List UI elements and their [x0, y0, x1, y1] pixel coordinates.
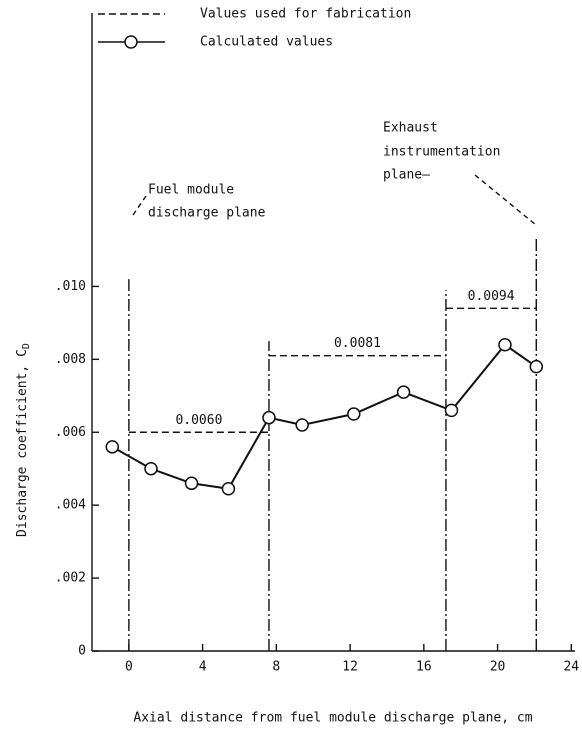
- annotation: instrumentation: [383, 145, 500, 160]
- data-point: [144, 461, 158, 476]
- y-axis-title: Discharge coefficient, CD: [15, 343, 33, 537]
- x-tick-label: 4: [199, 660, 207, 675]
- data-point: [295, 418, 309, 432]
- leader: [474, 174, 537, 226]
- value-label: 0.0081: [334, 336, 381, 351]
- data-point: [396, 385, 411, 399]
- x-tick-label: 24: [563, 660, 579, 675]
- y-tick-label: .010: [55, 279, 86, 294]
- legend-label: Calculated values: [200, 35, 333, 50]
- y-tick-label: .006: [55, 425, 86, 440]
- y-tick-label: .004: [55, 498, 86, 513]
- x-tick-label: 8: [272, 660, 280, 675]
- value-label: 0.0094: [468, 289, 515, 304]
- annotation: discharge plane: [148, 206, 266, 221]
- x-axis-title: Axial distance from fuel module discharg…: [133, 711, 532, 726]
- x-tick-label: 16: [416, 660, 432, 675]
- x-tick-label: 12: [342, 660, 358, 675]
- annotation: Fuel module: [148, 183, 234, 198]
- legend-marker: [124, 35, 138, 49]
- data-point: [444, 403, 459, 418]
- legend-label: Values used for fabrication: [200, 7, 411, 22]
- y-axis-title-subscript: D: [21, 343, 32, 349]
- data-point: [262, 410, 276, 425]
- annotation: plane—: [383, 168, 430, 183]
- annotation: Exhaust: [383, 121, 438, 136]
- data-point: [221, 482, 236, 496]
- x-tick-label: 20: [490, 660, 506, 675]
- y-tick-label: 0: [78, 644, 86, 659]
- y-tick-label: .002: [55, 571, 86, 586]
- data-point: [347, 407, 361, 421]
- data-point: [498, 338, 512, 352]
- leader: [130, 195, 147, 219]
- value-label: 0.0060: [175, 413, 222, 428]
- x-tick-label: 0: [125, 660, 133, 675]
- y-axis-title-text: Discharge coefficient, C: [15, 349, 30, 537]
- data-point: [105, 440, 120, 454]
- data-point: [529, 359, 544, 374]
- y-tick-label: .008: [55, 352, 86, 367]
- data-point: [184, 476, 199, 491]
